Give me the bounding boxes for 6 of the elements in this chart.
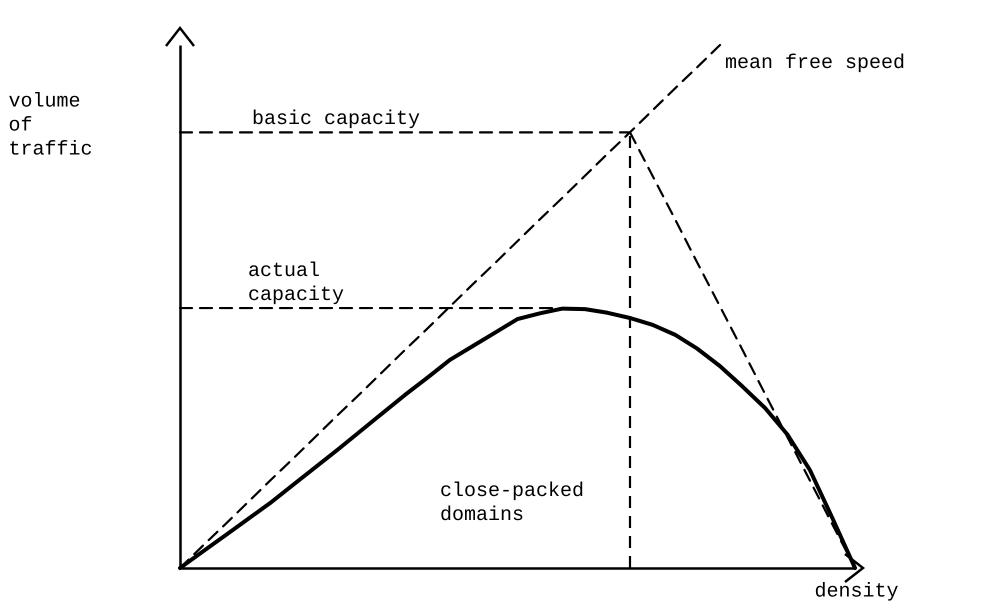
annotation: actual capacity xyxy=(248,260,344,307)
annotation: mean free speed xyxy=(725,52,906,75)
y-axis-title: volume of traffic xyxy=(8,90,93,162)
annotation: basic capacity xyxy=(252,108,420,131)
x-axis-title: density xyxy=(814,580,898,604)
annotation: close-packed domains xyxy=(440,480,584,527)
